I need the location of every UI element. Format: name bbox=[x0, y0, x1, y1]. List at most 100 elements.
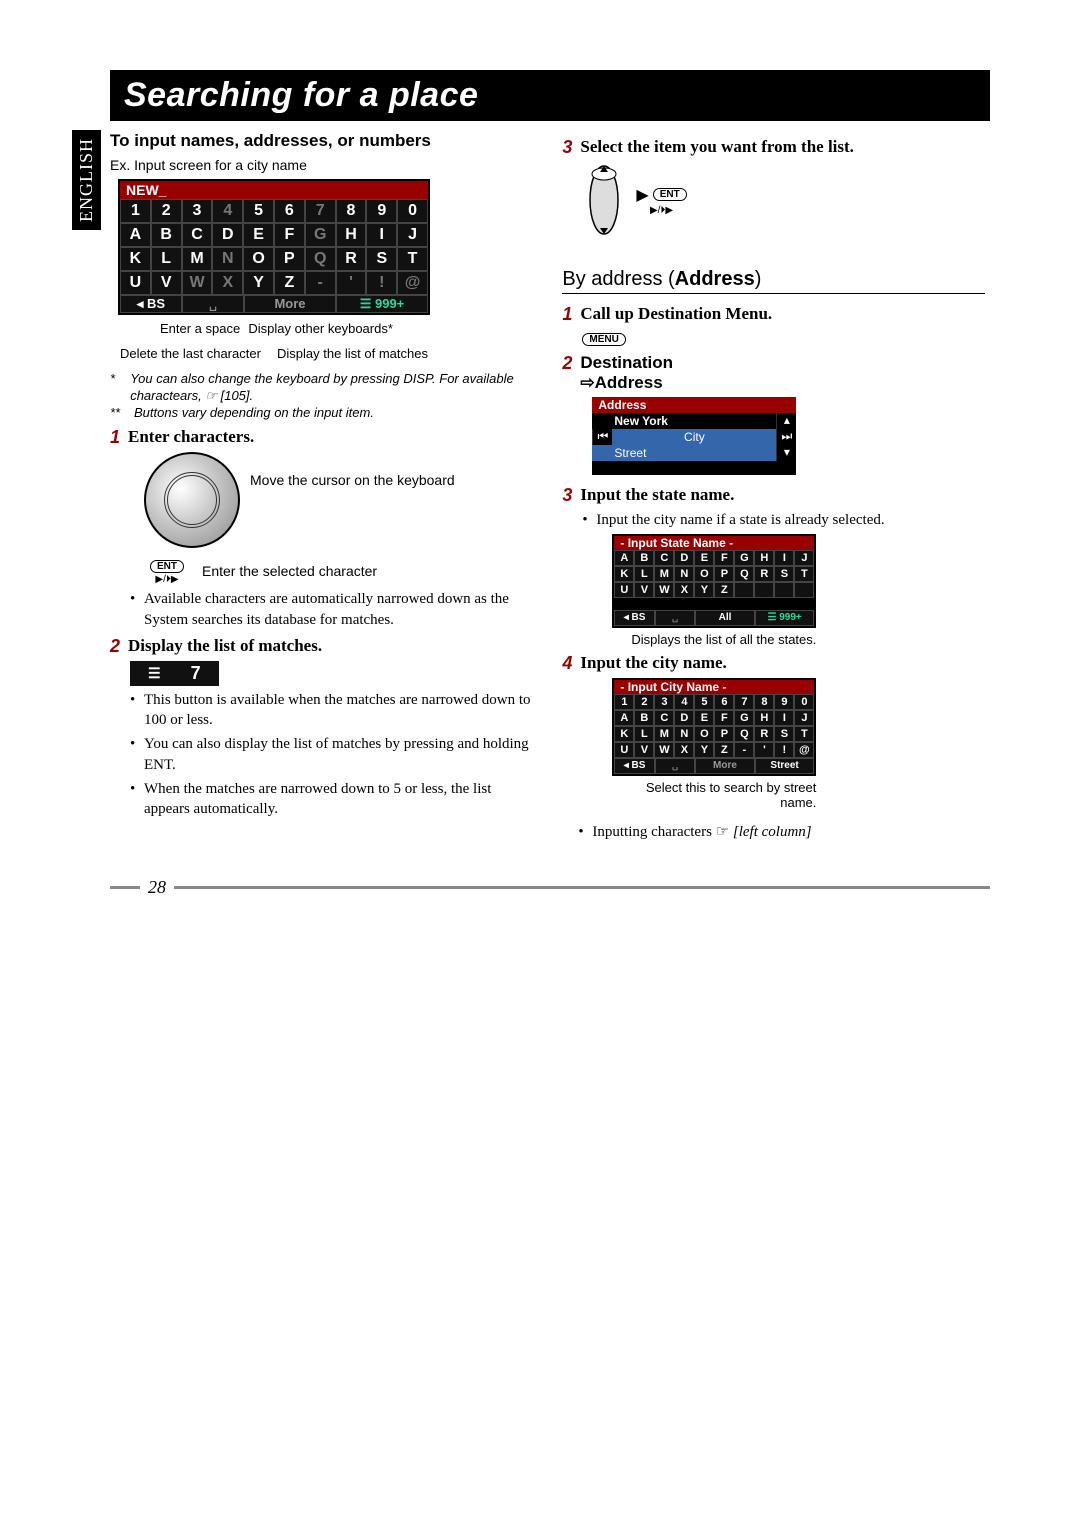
next-icon[interactable]: ⏭ bbox=[776, 429, 796, 445]
key-Y[interactable]: Y bbox=[243, 271, 274, 295]
address-row-state[interactable]: New York bbox=[592, 413, 776, 429]
key-C[interactable]: C bbox=[654, 710, 674, 726]
key-G[interactable]: G bbox=[305, 223, 336, 247]
key-7[interactable]: 7 bbox=[734, 694, 754, 710]
key-Z[interactable]: Z bbox=[714, 582, 734, 598]
key-blank[interactable] bbox=[794, 582, 814, 598]
key-S[interactable]: S bbox=[774, 726, 794, 742]
city-more-key[interactable]: More bbox=[695, 758, 755, 774]
key--[interactable]: - bbox=[734, 742, 754, 758]
key-T[interactable]: T bbox=[397, 247, 428, 271]
key-M[interactable]: M bbox=[654, 726, 674, 742]
key-I[interactable]: I bbox=[774, 550, 794, 566]
key-5[interactable]: 5 bbox=[243, 199, 274, 223]
key-O[interactable]: O bbox=[694, 566, 714, 582]
key-3[interactable]: 3 bbox=[654, 694, 674, 710]
key-H[interactable]: H bbox=[754, 710, 774, 726]
city-space-key[interactable]: ␣ bbox=[655, 758, 695, 774]
key-V[interactable]: V bbox=[634, 582, 654, 598]
key-P[interactable]: P bbox=[714, 566, 734, 582]
key-4[interactable]: 4 bbox=[212, 199, 243, 223]
state-space-key[interactable]: ␣ bbox=[655, 610, 695, 626]
key-![interactable]: ! bbox=[366, 271, 397, 295]
key-N[interactable]: N bbox=[212, 247, 243, 271]
key-0[interactable]: 0 bbox=[794, 694, 814, 710]
key-A[interactable]: A bbox=[120, 223, 151, 247]
prev-icon[interactable]: ⏮ bbox=[592, 429, 612, 445]
key-8[interactable]: 8 bbox=[754, 694, 774, 710]
key-blank[interactable] bbox=[774, 582, 794, 598]
key-W[interactable]: W bbox=[654, 582, 674, 598]
key-B[interactable]: B bbox=[634, 710, 654, 726]
key-8[interactable]: 8 bbox=[336, 199, 367, 223]
key-Z[interactable]: Z bbox=[714, 742, 734, 758]
matches-pill[interactable]: ☰ 7 bbox=[130, 661, 219, 686]
key-3[interactable]: 3 bbox=[182, 199, 213, 223]
scroll-up-icon[interactable]: ▴ bbox=[776, 413, 796, 429]
key-M[interactable]: M bbox=[654, 566, 674, 582]
key-C[interactable]: C bbox=[654, 550, 674, 566]
key-Z[interactable]: Z bbox=[274, 271, 305, 295]
state-matches-key[interactable]: ☰ 999+ bbox=[755, 610, 815, 626]
key-U[interactable]: U bbox=[614, 582, 634, 598]
address-row-city[interactable]: City bbox=[612, 429, 776, 445]
key-O[interactable]: O bbox=[243, 247, 274, 271]
backspace-key[interactable]: ◂ BS bbox=[120, 295, 182, 313]
key-blank[interactable] bbox=[734, 582, 754, 598]
key-F[interactable]: F bbox=[714, 550, 734, 566]
key-6[interactable]: 6 bbox=[274, 199, 305, 223]
key-I[interactable]: I bbox=[366, 223, 397, 247]
key-X[interactable]: X bbox=[212, 271, 243, 295]
key-H[interactable]: H bbox=[336, 223, 367, 247]
key-blank[interactable] bbox=[754, 582, 774, 598]
matches-key[interactable]: ☰ 999+ bbox=[336, 295, 428, 313]
key-W[interactable]: W bbox=[182, 271, 213, 295]
ent-button-2[interactable]: ENT bbox=[653, 188, 687, 201]
key--[interactable]: - bbox=[305, 271, 336, 295]
key-E[interactable]: E bbox=[694, 710, 714, 726]
key-B[interactable]: B bbox=[634, 550, 654, 566]
scroll-down-icon[interactable]: ▾ bbox=[776, 445, 796, 461]
key-Q[interactable]: Q bbox=[734, 566, 754, 582]
key-J[interactable]: J bbox=[794, 710, 814, 726]
city-backspace-key[interactable]: ◂ BS bbox=[614, 758, 654, 774]
state-all-key[interactable]: All bbox=[695, 610, 755, 626]
key-R[interactable]: R bbox=[754, 566, 774, 582]
key-K[interactable]: K bbox=[120, 247, 151, 271]
key-C[interactable]: C bbox=[182, 223, 213, 247]
key-J[interactable]: J bbox=[794, 550, 814, 566]
key-K[interactable]: K bbox=[614, 566, 634, 582]
key-F[interactable]: F bbox=[714, 710, 734, 726]
key-4[interactable]: 4 bbox=[674, 694, 694, 710]
key-S[interactable]: S bbox=[366, 247, 397, 271]
key-S[interactable]: S bbox=[774, 566, 794, 582]
key-W[interactable]: W bbox=[654, 742, 674, 758]
key-D[interactable]: D bbox=[674, 710, 694, 726]
state-backspace-key[interactable]: ◂ BS bbox=[614, 610, 654, 626]
key-K[interactable]: K bbox=[614, 726, 634, 742]
key-@[interactable]: @ bbox=[794, 742, 814, 758]
key-E[interactable]: E bbox=[243, 223, 274, 247]
key-5[interactable]: 5 bbox=[694, 694, 714, 710]
key-![interactable]: ! bbox=[774, 742, 794, 758]
key-D[interactable]: D bbox=[674, 550, 694, 566]
key-B[interactable]: B bbox=[151, 223, 182, 247]
key-R[interactable]: R bbox=[754, 726, 774, 742]
key-N[interactable]: N bbox=[674, 726, 694, 742]
key-V[interactable]: V bbox=[634, 742, 654, 758]
key-O[interactable]: O bbox=[694, 726, 714, 742]
key-H[interactable]: H bbox=[754, 550, 774, 566]
key-A[interactable]: A bbox=[614, 550, 634, 566]
key-P[interactable]: P bbox=[714, 726, 734, 742]
city-street-key[interactable]: Street bbox=[755, 758, 815, 774]
key-G[interactable]: G bbox=[734, 710, 754, 726]
key-V[interactable]: V bbox=[151, 271, 182, 295]
key-'[interactable]: ' bbox=[336, 271, 367, 295]
key-1[interactable]: 1 bbox=[120, 199, 151, 223]
key-T[interactable]: T bbox=[794, 566, 814, 582]
key-L[interactable]: L bbox=[634, 726, 654, 742]
key-'[interactable]: ' bbox=[754, 742, 774, 758]
key-9[interactable]: 9 bbox=[366, 199, 397, 223]
key-2[interactable]: 2 bbox=[151, 199, 182, 223]
key-Y[interactable]: Y bbox=[694, 742, 714, 758]
